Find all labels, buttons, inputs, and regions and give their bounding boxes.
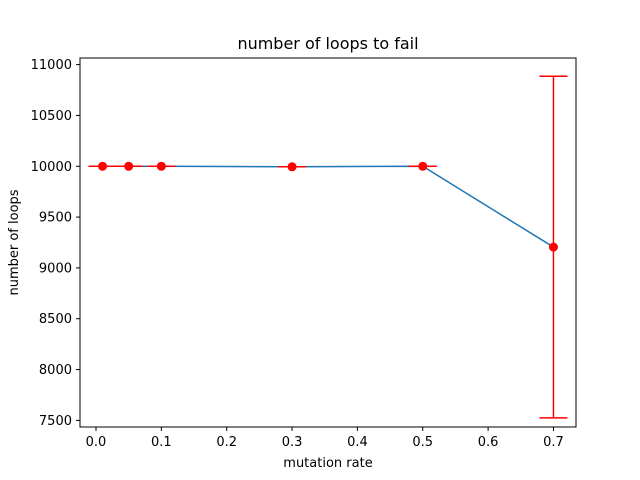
y-tick-label: 10500 [31, 109, 72, 124]
x-tick-label: 0.7 [543, 435, 564, 450]
y-axis: 7500 8000 8500 9000 9500 10000 10500 11000 [31, 58, 80, 429]
x-axis: 0.0 0.1 0.2 0.3 0.4 0.5 0.6 0.7 [86, 427, 564, 450]
y-tick-label: 9000 [39, 261, 72, 276]
x-tick-label: 0.4 [347, 435, 368, 450]
y-tick-label: 11000 [31, 58, 72, 73]
x-tick-label: 0.1 [151, 435, 172, 450]
y-tick-label: 7500 [39, 414, 72, 429]
y-axis-label: number of loops [7, 189, 22, 295]
y-tick-label: 9500 [39, 211, 72, 226]
series-layer [88, 75, 568, 419]
x-tick-label: 0.6 [478, 435, 499, 450]
x-axis-label: mutation rate [283, 456, 372, 471]
y-tick-label: 10000 [31, 160, 72, 175]
chart-title: number of loops to fail [237, 34, 418, 53]
x-tick-label: 0.0 [86, 435, 107, 450]
data-point [124, 161, 134, 171]
data-point [287, 162, 297, 172]
data-point [156, 161, 166, 171]
x-tick-label: 0.5 [412, 435, 433, 450]
data-point [98, 161, 108, 171]
y-tick-label: 8000 [39, 363, 72, 378]
data-point [418, 161, 428, 171]
x-tick-label: 0.2 [216, 435, 237, 450]
plot-frame [79, 57, 577, 428]
data-point [548, 242, 558, 252]
x-tick-label: 0.3 [282, 435, 303, 450]
y-tick-label: 8500 [39, 312, 72, 327]
